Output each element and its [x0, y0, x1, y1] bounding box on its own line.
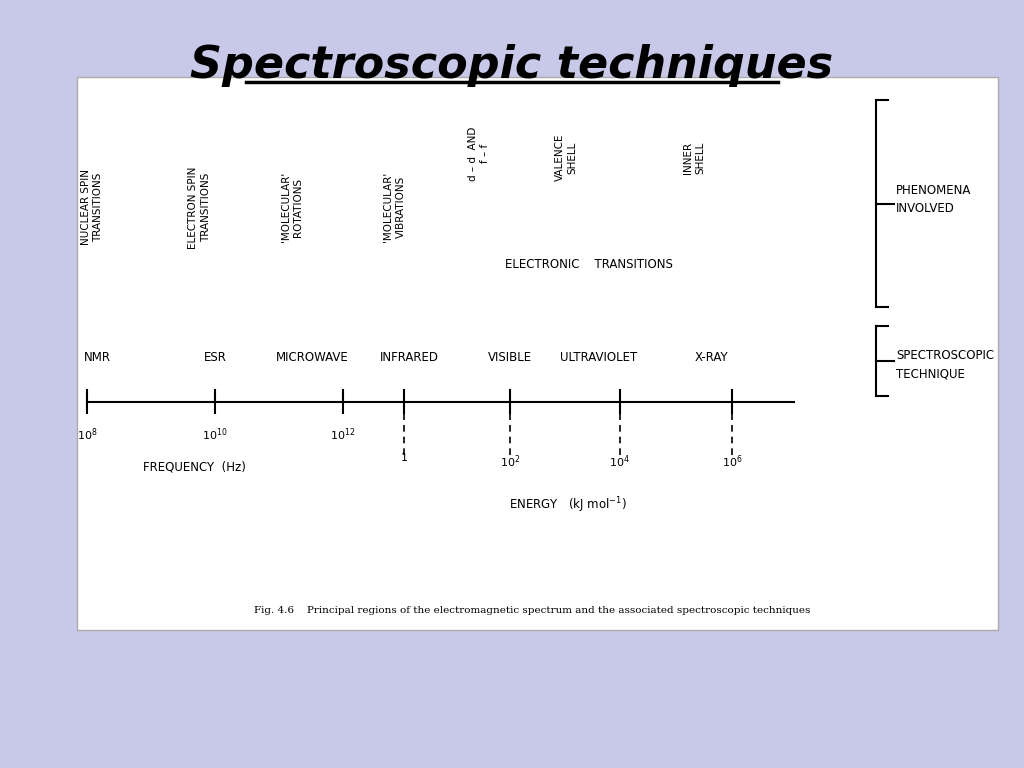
Text: ENERGY   (kJ mol$^{-1}$): ENERGY (kJ mol$^{-1}$)	[509, 495, 628, 515]
Text: $10^{8}$: $10^{8}$	[77, 426, 97, 443]
Text: $10^{2}$: $10^{2}$	[500, 453, 520, 470]
Text: INNER
SHELL: INNER SHELL	[683, 141, 706, 174]
Text: X-RAY: X-RAY	[695, 351, 728, 363]
Text: VISIBLE: VISIBLE	[487, 351, 532, 363]
Text: Spectroscopic techniques: Spectroscopic techniques	[190, 44, 834, 87]
FancyBboxPatch shape	[77, 77, 998, 630]
Text: 'MOLECULAR'
ROTATIONS: 'MOLECULAR' ROTATIONS	[281, 172, 303, 243]
Text: 1: 1	[401, 453, 408, 463]
Text: d – d  AND
f – f: d – d AND f – f	[468, 127, 490, 180]
Text: FREQUENCY  (Hz): FREQUENCY (Hz)	[143, 461, 246, 474]
Text: $10^{6}$: $10^{6}$	[722, 453, 742, 470]
Text: 'MOLECULAR'
VIBRATIONS: 'MOLECULAR' VIBRATIONS	[383, 172, 406, 243]
Text: ELECTRONIC    TRANSITIONS: ELECTRONIC TRANSITIONS	[505, 259, 673, 271]
Text: ESR: ESR	[204, 351, 226, 363]
Text: ELECTRON SPIN
TRANSITIONS: ELECTRON SPIN TRANSITIONS	[188, 166, 211, 249]
Text: VALENCE
SHELL: VALENCE SHELL	[555, 134, 578, 181]
Text: MICROWAVE: MICROWAVE	[275, 351, 349, 363]
Text: $10^{4}$: $10^{4}$	[609, 453, 630, 470]
Text: NUCLEAR SPIN
TRANSITIONS: NUCLEAR SPIN TRANSITIONS	[81, 170, 103, 245]
Text: INFRARED: INFRARED	[380, 351, 439, 363]
Text: SPECTROSCOPIC
TECHNIQUE: SPECTROSCOPIC TECHNIQUE	[896, 349, 994, 380]
Text: ULTRAVIOLET: ULTRAVIOLET	[560, 351, 638, 363]
Text: $10^{12}$: $10^{12}$	[331, 426, 355, 443]
Text: PHENOMENA
INVOLVED: PHENOMENA INVOLVED	[896, 184, 972, 215]
Text: NMR: NMR	[84, 351, 111, 363]
Text: Fig. 4.6    Principal regions of the electromagnetic spectrum and the associated: Fig. 4.6 Principal regions of the electr…	[254, 606, 811, 615]
Text: $10^{10}$: $10^{10}$	[203, 426, 227, 443]
